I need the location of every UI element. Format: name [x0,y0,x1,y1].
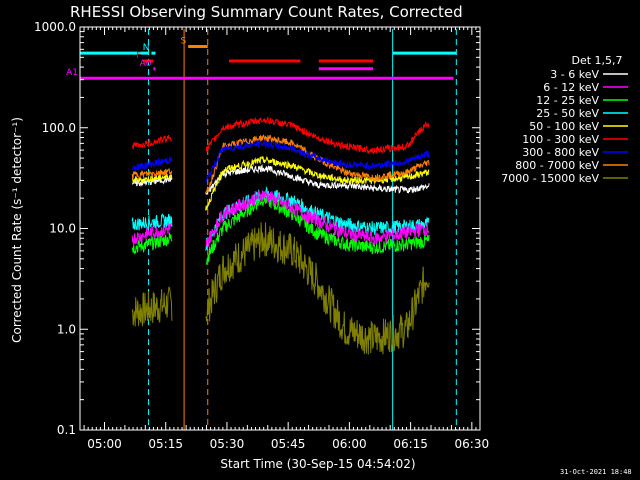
series-line-12to25keV [131,232,173,255]
x-tick-label: 05:15 [148,437,183,451]
series-line-800to7000keV [131,167,173,180]
flag-label: N [143,43,150,53]
legend-label: 12 - 25 keV [536,94,599,107]
series-line-800to7000keV [205,134,430,193]
legend-label: 6 - 12 keV [543,81,599,94]
chart-title: RHESSI Observing Summary Count Rates, Co… [70,3,463,21]
x-tick-label: 06:30 [455,437,490,451]
series-line-300to800keV [131,156,173,172]
y-tick-label: 10.0 [49,222,76,236]
legend-label: 800 - 7000 keV [515,159,599,172]
x-tick-label: 05:30 [210,437,245,451]
series-line-100to300keV [131,134,173,150]
y-axis: 1000.0 100.0 10.0 1.0 0.1 [34,20,480,437]
y-axis-label: Corrected Count Rate (s⁻¹ detector⁻¹) [10,117,24,343]
flag-label: S [180,37,186,47]
series-line-3to6keV [205,163,430,195]
legend-label: 7000 - 15000 keV [501,172,599,185]
y-tick-label: 100.0 [42,121,76,135]
series-line-6to12keV [131,223,173,245]
flag-label: F [136,51,141,61]
x-tick-label: 05:00 [87,437,122,451]
x-tick-label: 05:45 [271,437,306,451]
legend-label: 300 - 800 keV [522,146,599,159]
series-line-6to12keV [205,190,430,247]
series-line-100to300keV [205,116,430,155]
series-line-50to100keV [131,173,173,185]
x-tick-label: 06:15 [393,437,428,451]
x-axis-label: Start Time (30-Sep-15 04:54:02) [220,457,415,471]
flag-label: A1 [66,68,78,78]
y-tick-label: 1.0 [57,322,76,336]
y-tick-label: 0.1 [57,423,76,437]
y-tick-label: 1000.0 [34,20,76,34]
legend-label: 50 - 100 keV [529,120,599,133]
plot-area: N S FA0 A1 [66,29,457,430]
x-axis: 05:00 05:15 05:30 05:45 06:00 06:15 06:30 [79,27,490,451]
legend-title: Det 1,5,7 [571,54,622,67]
series-line-12to25keV [205,192,430,265]
series-line-7000to15000keV [131,286,173,327]
footer-date: 31-Oct-2021 18:48 [560,468,632,476]
series-line-7000to15000keV [205,222,430,355]
legend-label: 3 - 6 keV [550,68,599,81]
flag-label: A0 [140,59,152,69]
series-line-300to800keV [205,138,430,184]
series-line-50to100keV [205,155,430,211]
x-tick-label: 06:00 [332,437,367,451]
series-line-25to50keV [131,213,173,231]
legend-label: 100 - 300 keV [522,133,599,146]
legend-label: 25 - 50 keV [536,107,599,120]
